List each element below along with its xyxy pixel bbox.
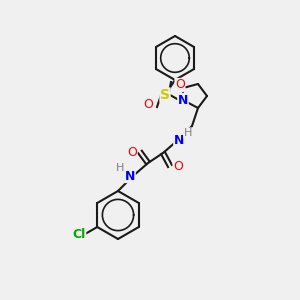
Text: H: H	[116, 163, 124, 173]
Text: Cl: Cl	[73, 227, 86, 241]
Text: O: O	[175, 79, 185, 92]
Text: H: H	[184, 128, 192, 138]
Text: O: O	[173, 160, 183, 172]
Text: O: O	[143, 98, 153, 110]
Text: S: S	[160, 88, 170, 102]
Text: N: N	[178, 94, 188, 106]
Text: N: N	[125, 169, 135, 182]
Text: N: N	[174, 134, 184, 146]
Text: O: O	[127, 146, 137, 158]
